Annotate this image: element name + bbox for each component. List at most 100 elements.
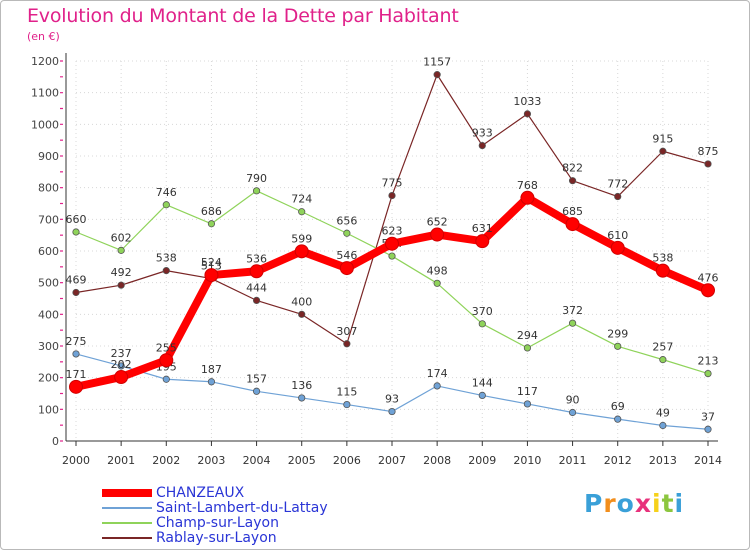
data-label: 685 bbox=[562, 205, 583, 218]
data-label: 610 bbox=[607, 229, 628, 242]
x-tick-label: 2012 bbox=[604, 454, 632, 467]
data-point bbox=[162, 375, 170, 383]
data-point bbox=[252, 296, 261, 304]
data-point bbox=[385, 236, 399, 251]
data-label: 546 bbox=[336, 249, 357, 262]
logo-letter: t bbox=[661, 489, 675, 518]
data-label: 275 bbox=[66, 335, 87, 348]
data-point bbox=[565, 217, 580, 232]
data-point bbox=[207, 220, 216, 228]
data-label: 171 bbox=[66, 368, 87, 381]
data-label: 768 bbox=[517, 179, 538, 192]
data-point bbox=[388, 252, 396, 260]
data-label: 538 bbox=[156, 252, 177, 265]
x-tick-label: 2014 bbox=[694, 454, 722, 467]
data-point bbox=[72, 228, 80, 236]
data-label: 623 bbox=[382, 225, 403, 238]
data-label: 660 bbox=[66, 213, 87, 226]
data-label: 1157 bbox=[423, 56, 451, 69]
y-tick-label: 800 bbox=[38, 182, 59, 195]
x-tick-label: 2004 bbox=[243, 454, 271, 467]
data-point bbox=[523, 400, 532, 408]
data-label: 631 bbox=[472, 222, 493, 235]
data-point bbox=[704, 369, 712, 378]
data-point bbox=[298, 208, 306, 216]
data-point bbox=[294, 244, 309, 259]
data-label: 1033 bbox=[513, 95, 541, 108]
x-tick-label: 2009 bbox=[468, 454, 496, 467]
legend-label: Saint-Lambert-du-Lattay bbox=[156, 500, 328, 516]
legend-swatch bbox=[102, 489, 152, 497]
data-point bbox=[568, 408, 577, 417]
data-label: 255 bbox=[156, 341, 177, 354]
x-tick-label: 2011 bbox=[559, 454, 587, 467]
data-label: 513 bbox=[201, 260, 222, 273]
data-point bbox=[117, 246, 125, 254]
data-point bbox=[207, 378, 216, 386]
data-label: 652 bbox=[427, 216, 448, 229]
data-label: 49 bbox=[656, 406, 670, 419]
data-label: 933 bbox=[472, 127, 493, 140]
x-tick-label: 2000 bbox=[62, 454, 90, 467]
data-point bbox=[523, 344, 532, 352]
logo-letter: o bbox=[616, 489, 635, 518]
legend-label: CHANZEAUX bbox=[156, 485, 245, 501]
data-label: 444 bbox=[246, 281, 267, 294]
data-point bbox=[614, 192, 622, 201]
data-label: 202 bbox=[111, 358, 132, 371]
data-point bbox=[659, 356, 667, 364]
data-point bbox=[298, 394, 306, 402]
data-label: 775 bbox=[382, 177, 403, 190]
data-point bbox=[704, 160, 712, 168]
y-tick-label: 300 bbox=[38, 340, 59, 353]
y-tick-label: 500 bbox=[38, 277, 59, 290]
data-point bbox=[388, 191, 396, 200]
y-tick-label: 1000 bbox=[31, 118, 59, 131]
logo-letter: P bbox=[584, 489, 604, 518]
y-tick-label: 600 bbox=[38, 245, 59, 258]
data-point bbox=[204, 268, 219, 283]
data-point bbox=[475, 234, 490, 249]
data-point bbox=[523, 110, 532, 118]
data-point bbox=[433, 71, 441, 79]
logo-letter: i bbox=[674, 489, 685, 518]
data-label: 772 bbox=[607, 178, 628, 191]
data-label: 469 bbox=[66, 273, 87, 286]
x-tick-label: 2002 bbox=[152, 454, 180, 467]
y-tick-label: 0 bbox=[52, 435, 59, 448]
data-label: 370 bbox=[472, 305, 493, 318]
legend-swatch bbox=[102, 537, 152, 539]
data-label: 400 bbox=[291, 295, 312, 308]
data-point bbox=[610, 240, 625, 255]
logo-letter: r bbox=[603, 489, 617, 518]
y-tick-label: 200 bbox=[38, 372, 59, 385]
y-tick-label: 100 bbox=[38, 403, 59, 416]
data-label: 157 bbox=[246, 372, 267, 385]
data-point bbox=[659, 147, 667, 155]
data-point bbox=[433, 279, 441, 287]
data-label: 69 bbox=[611, 400, 625, 413]
data-label: 599 bbox=[291, 232, 312, 245]
data-label: 213 bbox=[698, 355, 719, 368]
data-label: 115 bbox=[336, 386, 357, 399]
data-label: 524 bbox=[201, 256, 222, 269]
chart-subtitle: (en €) bbox=[27, 30, 60, 43]
data-point bbox=[162, 201, 170, 209]
data-label: 746 bbox=[156, 186, 177, 199]
data-point bbox=[701, 283, 715, 298]
data-label: 307 bbox=[336, 325, 357, 338]
y-tick-label: 700 bbox=[38, 213, 59, 226]
data-label: 174 bbox=[427, 367, 448, 380]
data-label: 257 bbox=[652, 341, 673, 354]
y-tick-label: 900 bbox=[38, 150, 59, 163]
data-point bbox=[343, 229, 351, 237]
data-label: 37 bbox=[701, 410, 715, 423]
data-point bbox=[614, 342, 622, 350]
data-label: 144 bbox=[472, 376, 493, 389]
data-label: 498 bbox=[427, 264, 448, 277]
data-point bbox=[568, 319, 577, 327]
legend-swatch bbox=[102, 507, 152, 509]
legend-swatch bbox=[102, 522, 152, 524]
